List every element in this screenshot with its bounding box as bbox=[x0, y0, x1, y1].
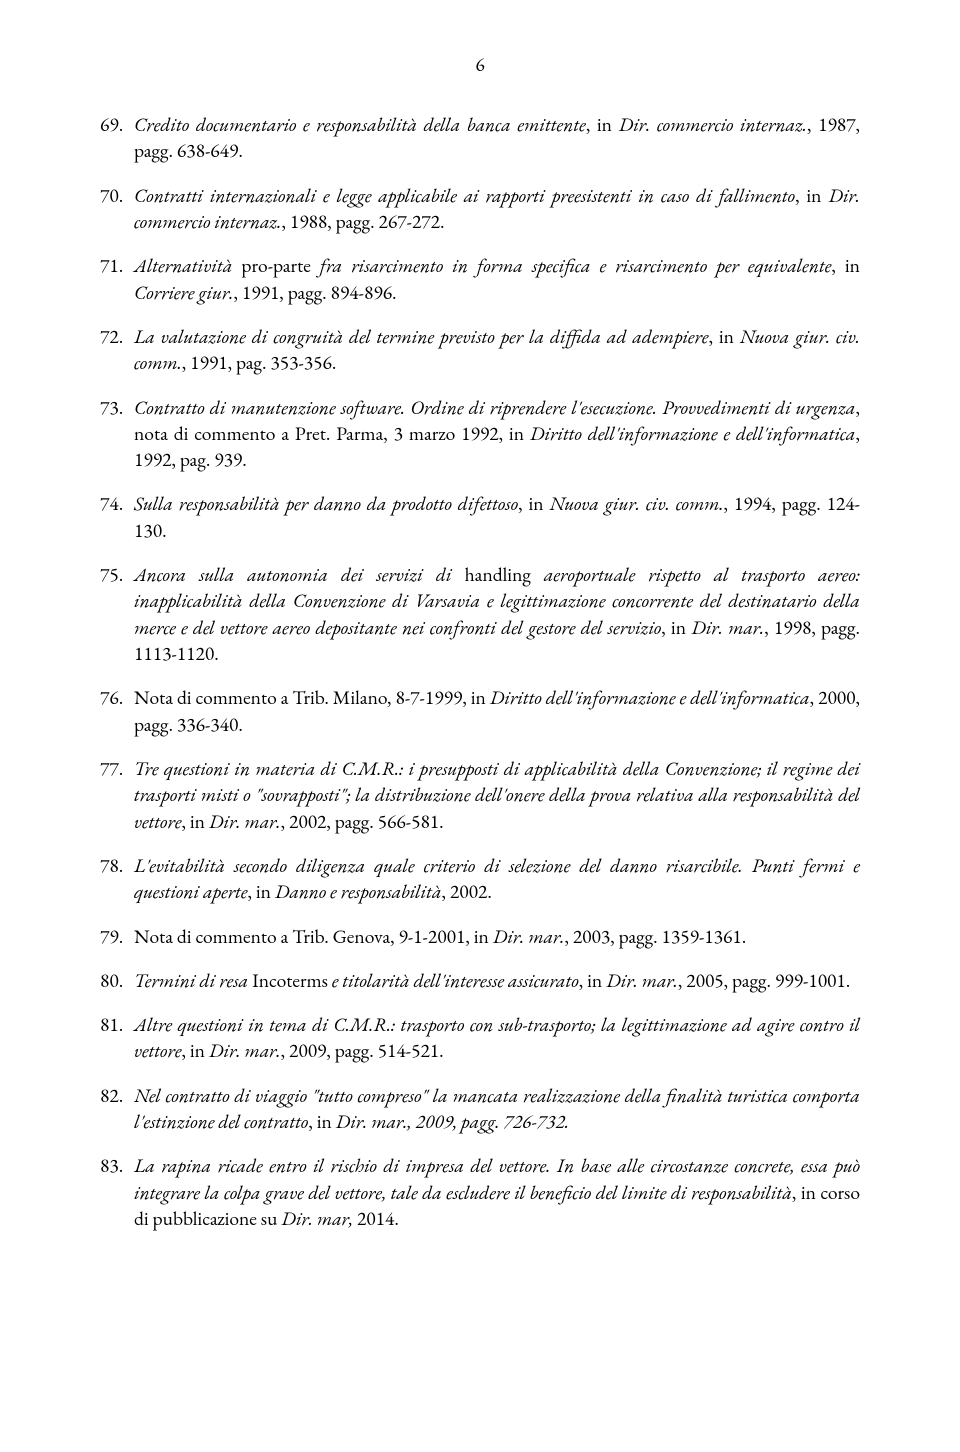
entry-text: , 2002, pagg. 566-581. bbox=[281, 808, 444, 834]
bibliography-entry: 78.L'evitabilità secondo diligenza quale… bbox=[100, 852, 860, 905]
entry-text: , 1988, pagg. 267-272. bbox=[281, 208, 444, 234]
bibliography-entry: 79.Nota di commento a Trib. Genova, 9-1-… bbox=[100, 923, 860, 949]
entry-text: , 2005, pagg. 999-1001. bbox=[678, 967, 850, 993]
entry-text: , 1991, pagg. 894-896. bbox=[233, 279, 396, 305]
entry-text: La rapina ricade entro il rischio di imp… bbox=[134, 1152, 860, 1204]
entry-number: 79. bbox=[100, 923, 134, 949]
entry-text: , 2002. bbox=[442, 878, 492, 904]
entry-text: fra risarcimento in forma specifica e ri… bbox=[320, 252, 832, 278]
entry-number: 70. bbox=[100, 182, 134, 235]
entry-text: , in bbox=[831, 252, 860, 278]
entry-number: 74. bbox=[100, 490, 134, 543]
bibliography-entry: 69.Credito documentario e responsabilità… bbox=[100, 111, 860, 164]
entry-number: 78. bbox=[100, 852, 134, 905]
entry-text: , 2009, pagg. 514-521. bbox=[281, 1037, 444, 1063]
entry-text: handling bbox=[452, 561, 544, 587]
entry-text: , in bbox=[181, 808, 208, 834]
bibliography-entry: 80.Termini di resa Incoterms e titolarit… bbox=[100, 967, 860, 993]
entry-text: Nuova giur. civ. comm. bbox=[549, 490, 723, 516]
bibliography-entry: 74.Sulla responsabilità per danno da pro… bbox=[100, 490, 860, 543]
entry-body: Altre questioni in tema di C.M.R.: trasp… bbox=[134, 1011, 860, 1064]
entry-text: , in bbox=[661, 614, 691, 640]
entry-text: e titolarità dell'interesse assicurato bbox=[332, 967, 579, 993]
entry-text: Corriere giur. bbox=[134, 279, 233, 305]
entry-text: Diritto dell'informazione e dell'informa… bbox=[530, 420, 856, 446]
entry-body: Alternatività pro-parte fra risarcimento… bbox=[134, 252, 860, 305]
entry-text: , in bbox=[795, 182, 828, 208]
entry-text: , in bbox=[709, 323, 740, 349]
entry-text: , in bbox=[586, 111, 619, 137]
entry-text: , in bbox=[181, 1037, 208, 1063]
entry-text: Diritto dell'informazione e dell'informa… bbox=[490, 684, 810, 710]
entry-text: Dir. mar. bbox=[493, 923, 565, 949]
entry-text: , 2003, pagg. 1359-1361. bbox=[564, 923, 746, 949]
entry-body: Sulla responsabilità per danno da prodot… bbox=[134, 490, 860, 543]
entry-text: Contratti internazionali e legge applica… bbox=[134, 182, 795, 208]
entry-body: L'evitabilità secondo diligenza quale cr… bbox=[134, 852, 860, 905]
entries-list: 69.Credito documentario e responsabilità… bbox=[100, 111, 860, 1231]
page-number: 6 bbox=[100, 52, 860, 77]
entry-text: Sulla responsabilità per danno da prodot… bbox=[134, 490, 518, 516]
bibliography-entry: 70.Contratti internazionali e legge appl… bbox=[100, 182, 860, 235]
entry-text: Dir. mar. bbox=[209, 1037, 281, 1063]
entry-number: 83. bbox=[100, 1152, 134, 1231]
entry-body: Tre questioni in materia di C.M.R.: i pr… bbox=[134, 755, 860, 834]
entry-number: 72. bbox=[100, 323, 134, 376]
entry-text: Termini di resa bbox=[134, 967, 248, 993]
bibliography-entry: 83.La rapina ricade entro il rischio di … bbox=[100, 1152, 860, 1231]
entry-number: 77. bbox=[100, 755, 134, 834]
entry-text: Dir. mar, bbox=[281, 1205, 353, 1231]
entry-body: Nel contratto di viaggio "tutto compreso… bbox=[134, 1082, 860, 1135]
entry-body: Contratti internazionali e legge applica… bbox=[134, 182, 860, 235]
entry-text: Credito documentario e responsabilità de… bbox=[134, 111, 586, 137]
entry-body: La rapina ricade entro il rischio di imp… bbox=[134, 1152, 860, 1231]
entry-number: 69. bbox=[100, 111, 134, 164]
entry-text: Nota di commento a Trib. Milano, 8-7-199… bbox=[134, 684, 490, 710]
entry-text: Ancora sulla autonomia dei servizi di bbox=[134, 561, 452, 587]
entry-text: Contratto di manutenzione software. Ordi… bbox=[134, 394, 856, 420]
entry-text: Incoterms bbox=[248, 967, 332, 993]
entry-text: La valutazione di congruità del termine … bbox=[134, 323, 709, 349]
entry-text: 2014. bbox=[353, 1205, 399, 1231]
bibliography-entry: 77.Tre questioni in materia di C.M.R.: i… bbox=[100, 755, 860, 834]
entry-text: Danno e responsabilità bbox=[275, 878, 442, 904]
entry-body: Contratto di manutenzione software. Ordi… bbox=[134, 394, 860, 473]
entry-body: Termini di resa Incoterms e titolarità d… bbox=[134, 967, 860, 993]
entry-number: 71. bbox=[100, 252, 134, 305]
bibliography-entry: 75.Ancora sulla autonomia dei servizi di… bbox=[100, 561, 860, 666]
bibliography-entry: 76.Nota di commento a Trib. Milano, 8-7-… bbox=[100, 684, 860, 737]
entry-body: Ancora sulla autonomia dei servizi di ha… bbox=[134, 561, 860, 666]
entry-body: Credito documentario e responsabilità de… bbox=[134, 111, 860, 164]
entry-text: Dir. mar. bbox=[209, 808, 281, 834]
bibliography-entry: 73.Contratto di manutenzione software. O… bbox=[100, 394, 860, 473]
entry-text: , in bbox=[308, 1108, 335, 1134]
entry-text: Dir. commercio internaz. bbox=[619, 111, 807, 137]
entry-number: 76. bbox=[100, 684, 134, 737]
entry-text: Dir. mar., 2009, pagg. 726-732. bbox=[336, 1108, 569, 1134]
entry-number: 80. bbox=[100, 967, 134, 993]
entry-text: , in bbox=[518, 490, 549, 516]
entry-body: Nota di commento a Trib. Milano, 8-7-199… bbox=[134, 684, 860, 737]
entry-text: Dir. mar. bbox=[691, 614, 764, 640]
bibliography-entry: 81.Altre questioni in tema di C.M.R.: tr… bbox=[100, 1011, 860, 1064]
document-page: 6 69.Credito documentario e responsabili… bbox=[0, 0, 960, 1452]
entry-body: Nota di commento a Trib. Genova, 9-1-200… bbox=[134, 923, 860, 949]
entry-number: 81. bbox=[100, 1011, 134, 1064]
entry-body: La valutazione di congruità del termine … bbox=[134, 323, 860, 376]
bibliography-entry: 82.Nel contratto di viaggio "tutto compr… bbox=[100, 1082, 860, 1135]
entry-text: , in bbox=[579, 967, 606, 993]
entry-text: L'evitabilità secondo diligenza quale cr… bbox=[134, 852, 860, 904]
entry-text: Alternatività bbox=[134, 252, 232, 278]
entry-number: 75. bbox=[100, 561, 134, 666]
entry-text: , 1991, pag. 353-356. bbox=[182, 349, 337, 375]
entry-number: 82. bbox=[100, 1082, 134, 1135]
entry-number: 73. bbox=[100, 394, 134, 473]
entry-text: Nota di commento a Trib. Genova, 9-1-200… bbox=[134, 923, 493, 949]
entry-text: , in bbox=[247, 878, 274, 904]
bibliography-entry: 72.La valutazione di congruità del termi… bbox=[100, 323, 860, 376]
entry-text: Dir. mar. bbox=[606, 967, 678, 993]
entry-text: pro-parte bbox=[232, 252, 319, 278]
bibliography-entry: 71.Alternatività pro-parte fra risarcime… bbox=[100, 252, 860, 305]
